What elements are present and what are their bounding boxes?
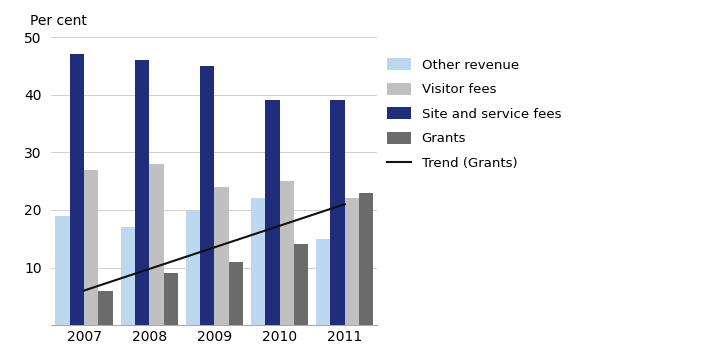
Bar [359,193,374,325]
Bar [215,187,228,325]
Bar [149,164,163,325]
Bar [69,55,84,325]
Bar [121,227,135,325]
Bar [135,60,149,325]
Bar [186,210,200,325]
Text: Per cent: Per cent [30,14,87,28]
Bar [228,262,243,325]
Bar [330,101,345,325]
Bar [98,290,113,325]
Bar [84,169,98,325]
Bar [56,216,69,325]
Bar [163,273,178,325]
Legend: Other revenue, Visitor fees, Site and service fees, Grants, Trend (Grants): Other revenue, Visitor fees, Site and se… [388,58,561,170]
Bar [345,199,359,325]
Bar [251,199,265,325]
Bar [280,181,294,325]
Bar [265,101,280,325]
Bar [316,239,330,325]
Bar [294,244,308,325]
Bar [200,66,215,325]
